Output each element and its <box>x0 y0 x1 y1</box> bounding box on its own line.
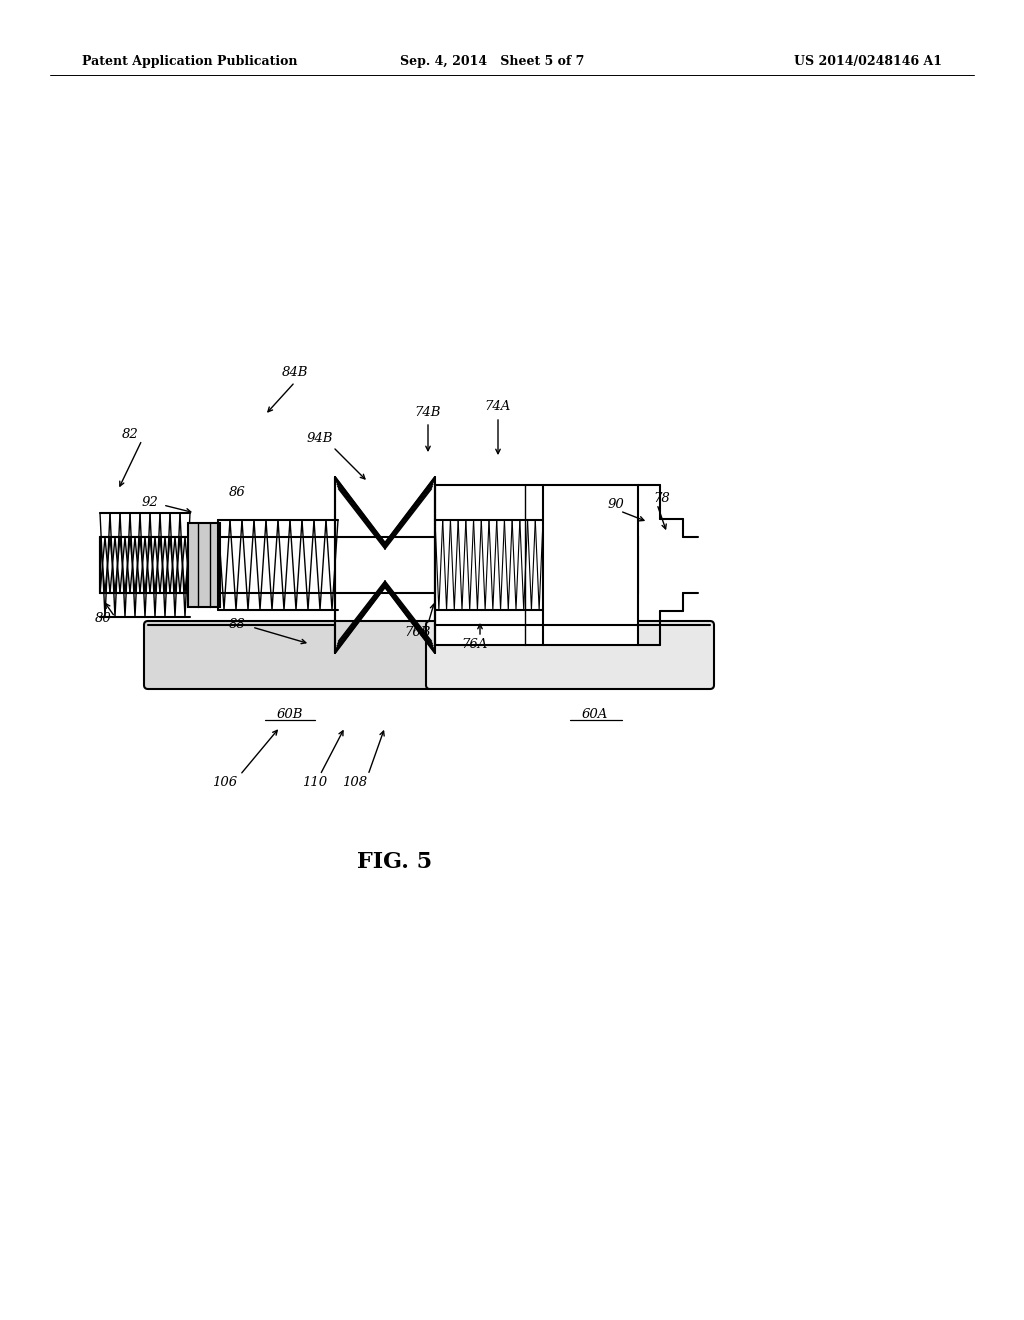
Text: 82: 82 <box>122 429 138 441</box>
Text: 84B: 84B <box>282 366 308 379</box>
Text: FIG. 5: FIG. 5 <box>357 851 432 873</box>
FancyBboxPatch shape <box>144 620 434 689</box>
Bar <box>435 484 638 645</box>
Text: 76A: 76A <box>462 639 488 652</box>
Text: 60B: 60B <box>276 709 303 722</box>
Text: 106: 106 <box>212 776 238 788</box>
Text: 74A: 74A <box>484 400 511 412</box>
Text: 90: 90 <box>607 499 625 511</box>
Text: 78: 78 <box>653 491 671 504</box>
Text: Sep. 4, 2014   Sheet 5 of 7: Sep. 4, 2014 Sheet 5 of 7 <box>399 55 584 69</box>
Text: 92: 92 <box>141 496 159 510</box>
Bar <box>100 537 638 593</box>
Text: 86: 86 <box>228 486 246 499</box>
Text: 60A: 60A <box>582 709 608 722</box>
Text: 80: 80 <box>94 611 112 624</box>
Text: 76B: 76B <box>404 627 431 639</box>
Text: Patent Application Publication: Patent Application Publication <box>82 55 298 69</box>
Text: US 2014/0248146 A1: US 2014/0248146 A1 <box>794 55 942 69</box>
Text: 108: 108 <box>342 776 368 788</box>
Text: 94B: 94B <box>307 432 333 445</box>
Bar <box>188 523 220 607</box>
FancyBboxPatch shape <box>426 620 714 689</box>
Text: 88: 88 <box>228 619 246 631</box>
Text: 110: 110 <box>302 776 328 788</box>
Text: 74B: 74B <box>415 405 441 418</box>
